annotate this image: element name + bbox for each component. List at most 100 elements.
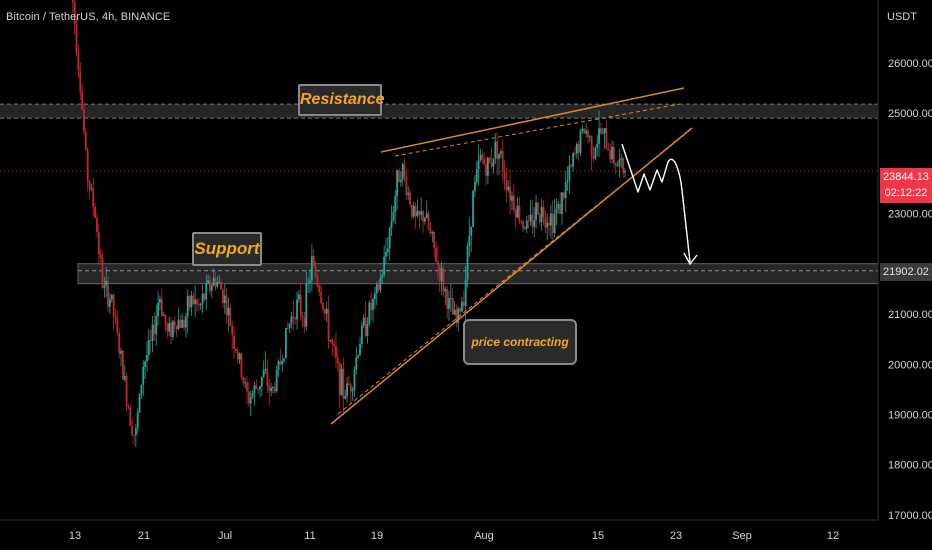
candle-body <box>479 154 482 161</box>
candle-body <box>131 425 134 435</box>
candle-body <box>548 222 550 226</box>
candle-body <box>438 264 441 281</box>
candle-body <box>481 154 484 160</box>
candle-body <box>259 386 261 390</box>
candle-body <box>498 153 500 159</box>
candle-body <box>175 325 178 330</box>
candle-body <box>499 151 502 154</box>
candle-body <box>509 186 512 201</box>
candle-body <box>444 288 447 292</box>
candle-body <box>240 353 243 378</box>
candle-body <box>360 325 363 344</box>
candle-body <box>600 128 602 134</box>
candle-body <box>372 298 374 311</box>
candle-body <box>257 388 260 390</box>
candle-body <box>192 295 195 304</box>
candle-body <box>418 211 421 215</box>
candle-body <box>246 382 248 392</box>
candle-body <box>196 299 198 305</box>
candle-body <box>455 309 458 324</box>
candle-body <box>559 203 562 215</box>
candle-body <box>624 171 626 173</box>
candle-body <box>607 148 610 151</box>
candle-body <box>153 324 156 335</box>
candle-body <box>546 222 549 228</box>
candle-body <box>561 192 563 215</box>
candle-body <box>181 319 184 328</box>
candle-body <box>231 326 234 336</box>
candle-body <box>540 206 543 223</box>
candle-body <box>614 162 617 166</box>
candle-body <box>611 146 613 160</box>
last-price-tag: 23844.13 02:12:22 <box>880 168 932 203</box>
candle-body <box>81 91 84 110</box>
candle-body <box>322 302 324 309</box>
candle-body <box>585 130 587 134</box>
candle-body <box>166 324 169 332</box>
candle-body <box>320 292 323 303</box>
candle-body <box>114 315 117 318</box>
candle-body <box>474 181 476 191</box>
candle-body <box>420 211 423 215</box>
price-tick-label: 20000.00 <box>888 359 932 371</box>
candle-body <box>296 299 298 320</box>
price-axis: 17000.00 18000.00 19000.00 20000.00 21000.00… <box>877 0 932 522</box>
candle-body <box>570 165 573 167</box>
upper-trendline-offset <box>394 103 681 157</box>
candle-body <box>190 295 193 308</box>
candle-body <box>403 163 406 178</box>
candle-body <box>431 232 434 234</box>
candle-body <box>184 316 187 328</box>
candle-body <box>416 211 419 217</box>
candle-body <box>75 24 78 53</box>
time-axis: 13 21 Jul 11 19 Aug 15 23 Sep 12 <box>0 519 878 542</box>
candle-body <box>368 302 371 325</box>
candle-body <box>79 70 82 92</box>
candle-body <box>507 186 510 191</box>
candle-body <box>281 360 284 365</box>
candle-body <box>162 315 165 317</box>
candle-body <box>405 177 408 195</box>
candle-body <box>142 366 145 385</box>
candle-body <box>218 281 221 283</box>
candle-body <box>366 324 369 336</box>
time-tick-label: 13 <box>69 530 81 542</box>
candle-body <box>120 350 122 354</box>
candle-body <box>272 387 274 389</box>
candle-body <box>572 153 575 167</box>
candle-body <box>212 277 215 286</box>
candle-body <box>490 162 493 167</box>
candle-body <box>312 256 315 266</box>
candle-body <box>177 319 180 330</box>
candle-body <box>346 383 348 397</box>
candle-body <box>390 220 393 228</box>
candle-body <box>505 180 508 191</box>
candle-body <box>164 315 167 325</box>
candle-body <box>575 144 578 154</box>
candle-body <box>157 302 159 317</box>
candle-body <box>220 281 222 290</box>
candle-body <box>457 308 460 324</box>
candle-body <box>553 213 556 234</box>
candle-body <box>449 298 452 300</box>
candle-body <box>140 384 143 394</box>
candle-body <box>172 321 174 338</box>
candle-body <box>222 289 224 304</box>
candle-body <box>470 226 473 236</box>
candle-body <box>229 307 232 327</box>
candle-body <box>427 213 430 229</box>
candle-body <box>364 317 367 336</box>
candle-body <box>527 220 530 222</box>
candle-body <box>266 368 269 386</box>
candle-body <box>544 217 547 228</box>
support-level-tag: 21902.02 <box>880 263 932 281</box>
support-label: Support <box>192 232 262 266</box>
candle-body <box>247 391 250 404</box>
candle-body <box>616 165 619 167</box>
price-tick-label: 18000.00 <box>888 460 932 472</box>
candle-body <box>411 204 413 217</box>
candle-body <box>121 350 124 380</box>
candle-body <box>270 388 273 391</box>
candle-body <box>112 294 115 316</box>
